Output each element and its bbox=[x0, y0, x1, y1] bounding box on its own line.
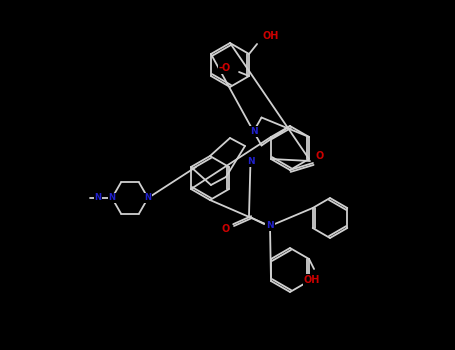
Text: O: O bbox=[316, 151, 324, 161]
Text: OH: OH bbox=[262, 31, 278, 41]
Text: N: N bbox=[250, 127, 258, 136]
Text: O: O bbox=[222, 224, 230, 234]
Text: N: N bbox=[145, 194, 152, 203]
Text: OH: OH bbox=[304, 275, 320, 285]
Text: -O: -O bbox=[219, 63, 231, 73]
Text: N: N bbox=[95, 194, 101, 203]
Text: N: N bbox=[247, 157, 254, 166]
Text: N: N bbox=[266, 222, 274, 231]
Text: N: N bbox=[108, 194, 116, 203]
